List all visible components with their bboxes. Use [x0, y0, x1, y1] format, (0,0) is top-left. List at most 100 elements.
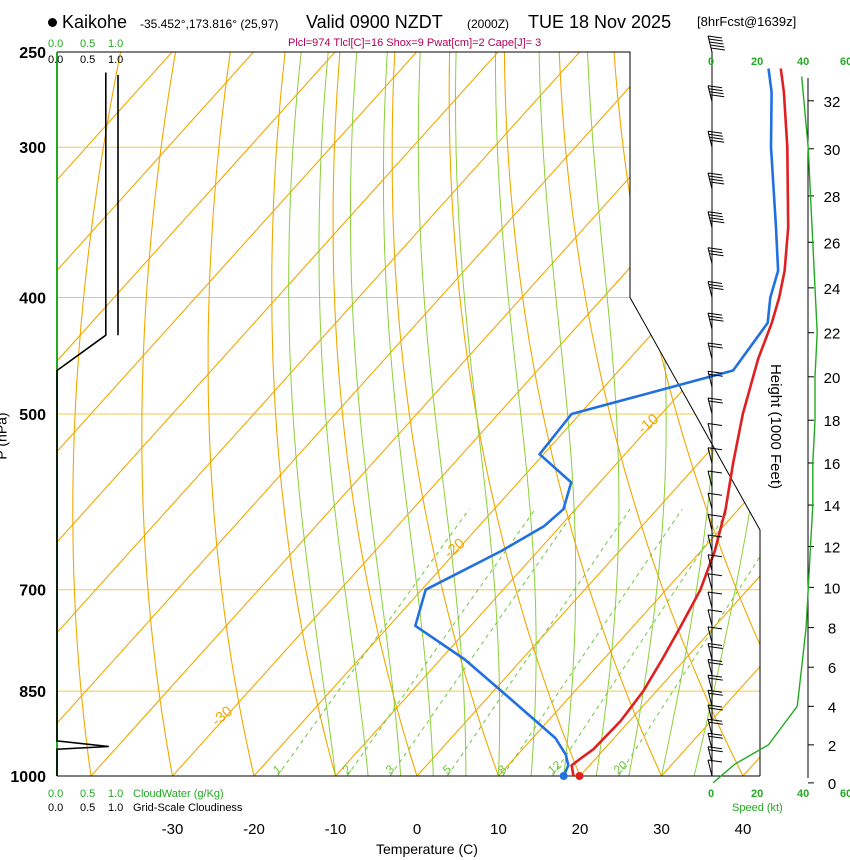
station-title: Kaikohe: [48, 12, 127, 33]
wind-barb-staff: [707, 247, 713, 264]
wind-barb-flag: [708, 735, 723, 739]
wind-barb-flag: [707, 642, 723, 646]
wind-barb-flag: [707, 447, 723, 451]
wind-barb-staff: [707, 447, 713, 464]
wind-barb: [707, 732, 723, 750]
wind-barb-staff: [707, 131, 713, 148]
mixing-ratio-label: 20: [611, 758, 630, 778]
isotherm-line: [253, 52, 760, 776]
wind-barb-flag: [709, 217, 724, 221]
utc-time: (2000Z): [467, 17, 510, 31]
wind-speed-label: Speed (kt): [732, 802, 783, 814]
wind-barb: [707, 674, 723, 692]
dry-adiabat-line: [666, 52, 760, 776]
plot-border: [57, 51, 761, 776]
wind-barb-staff: [707, 534, 713, 552]
height-tick-label: 10: [824, 580, 841, 597]
pressure-tick-label: 1000: [10, 769, 46, 786]
isotherm-label: -30: [208, 703, 236, 730]
wind-barb-flag: [707, 422, 723, 426]
wind-barb-flag: [707, 746, 723, 750]
wind-barb-flag: [707, 247, 723, 251]
bottom-green-scale-0: 0.0: [48, 788, 64, 800]
wind-barb-flag: [708, 38, 723, 42]
wind-barb-flag: [708, 283, 723, 287]
wind-barb-staff: [707, 554, 713, 571]
wind-barb-flag: [707, 342, 723, 346]
wind-barb: [707, 130, 725, 148]
bottom-green-scale-2: 1.0: [108, 788, 124, 800]
wind-barb-flag: [707, 718, 723, 722]
wind-barb: [707, 85, 725, 102]
pressure-tick-label: 300: [19, 140, 46, 157]
x-tick-label: -10: [325, 821, 347, 838]
wind-barb-flag: [710, 44, 725, 48]
wind-barb-staff: [707, 35, 713, 53]
wind-barb-flag: [708, 175, 723, 179]
height-tick-label: 2: [828, 738, 836, 755]
height-tick-label: 28: [824, 189, 841, 206]
bottom-black-scale-1: 0.5: [80, 802, 96, 814]
wind-barb-staff: [707, 675, 713, 692]
height-tick-label: 20: [824, 370, 841, 387]
wind-barb-flag: [707, 732, 723, 736]
wind-barb-flag: [708, 677, 723, 681]
wind-scale-bottom-1: 20: [751, 788, 764, 800]
top-black-scale-1: 0.5: [80, 54, 96, 66]
isotherm-line: [57, 52, 173, 776]
isotherm-label: -20: [441, 535, 469, 562]
isotherm-line: [57, 52, 662, 776]
wind-barb: [707, 746, 723, 763]
dry-adiabat-line: [557, 52, 757, 776]
wind-barb-flag: [707, 689, 723, 693]
wind-barb-flag: [709, 178, 724, 182]
wind-barb-staff: [707, 643, 713, 660]
wind-barb-flag: [708, 721, 723, 725]
wind-barb: [707, 172, 725, 190]
height-tick-label: 6: [828, 660, 836, 677]
wind-barb-flag: [707, 130, 723, 134]
mixing-ratio-line: [346, 508, 536, 776]
wind-barb: [707, 534, 723, 552]
x-tick-label: -20: [243, 821, 265, 838]
wind-barb: [707, 591, 723, 609]
wind-barb-staff: [707, 759, 713, 777]
valid-date: TUE 18 Nov 2025: [528, 12, 672, 32]
wind-barb: [707, 470, 723, 488]
wind-barb-flag: [707, 492, 723, 496]
dry-adiabat-line: [72, 52, 126, 776]
wind-barb-staff: [707, 609, 713, 626]
top-green-scale-0: 0.0: [48, 38, 64, 50]
mixing-ratio-line: [446, 508, 631, 776]
wind-barb-flag: [709, 286, 724, 290]
wind-barb-flag: [709, 253, 724, 257]
wind-barb-flag: [707, 211, 723, 215]
wind-barb-flag: [707, 397, 723, 401]
wind-barb: [707, 609, 723, 626]
wind-barb: [707, 422, 723, 440]
wind-barb-flag: [707, 370, 723, 374]
wind-barb-flag: [708, 645, 723, 649]
wind-barb-staff: [707, 626, 713, 644]
height-tick-label: 32: [824, 94, 841, 111]
dewpoint-surface-point: [559, 772, 568, 780]
wind-barb-staff: [707, 733, 713, 750]
wind-barb-staff: [707, 85, 713, 102]
wind-barb-staff: [707, 342, 713, 360]
y-axis-title: P (hPa): [0, 412, 10, 459]
height-tick-label: 30: [824, 142, 841, 159]
plot-area: [57, 52, 760, 776]
isotherm-label: -10: [635, 411, 663, 438]
x-tick-label: 0: [413, 821, 421, 838]
wind-barb: [707, 492, 723, 510]
wind-barb: [707, 704, 723, 722]
height-tick-label: 0: [828, 776, 836, 793]
top-green-scale-2: 1.0: [108, 38, 124, 50]
top-black-scale-0: 0.0: [48, 54, 64, 66]
wind-barb-flag: [708, 373, 723, 377]
bottom-black-scale-0: 0.0: [48, 802, 64, 814]
forecast-tag: [8hrFcst@1639z]: [697, 14, 797, 29]
wind-barb-flag: [707, 534, 723, 538]
wind-barb-flag: [708, 662, 723, 666]
wind-scale-top-2: 40: [797, 56, 810, 68]
